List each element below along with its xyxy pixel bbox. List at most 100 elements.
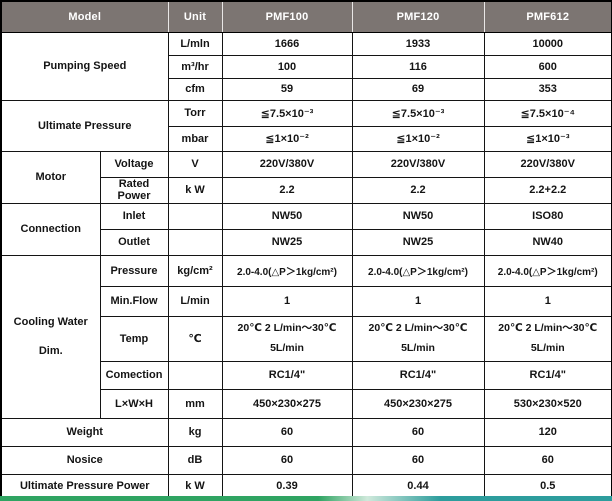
row-group-label-ultimate-pressure: Ultimate Pressure xyxy=(0,99,169,152)
value-cell: 2.0-4.0(△P＞1kg/cm²) xyxy=(483,254,612,287)
value-cell: 10000 xyxy=(483,31,612,56)
value-cell: ≦7.5×10⁻⁴ xyxy=(483,99,612,127)
unit-cell: cfm xyxy=(167,77,223,101)
value-cell: 2.2 xyxy=(221,176,353,204)
value-cell: NW50 xyxy=(221,202,353,230)
table-row: m³/hr 100 116 600 xyxy=(1,54,612,79)
value-cell: 2.0-4.0(△P＞1kg/cm²) xyxy=(351,254,485,287)
value-cell: ≦1×10⁻² xyxy=(351,125,485,152)
unit-cell: L/mln xyxy=(167,31,223,56)
row-sub-label: Pressure xyxy=(99,254,169,287)
row-group-label-connection: Connection xyxy=(0,202,101,256)
unit-cell xyxy=(167,228,223,256)
row-sub-label: Voltage xyxy=(99,150,169,178)
table-row: Rated Power k W 2.2 2.2 2.2+2.2 xyxy=(1,176,612,204)
value-cell: ISO80 xyxy=(483,202,612,230)
value-cell: 69 xyxy=(351,77,485,101)
unit-cell: kg/cm² xyxy=(167,254,223,287)
value-cell: ≦7.5×10⁻³ xyxy=(351,99,485,127)
unit-cell: V xyxy=(167,150,223,178)
value-cell: 60 xyxy=(351,445,485,475)
value-cell: 2.2 xyxy=(351,176,485,204)
row-group-label-weight: Weight xyxy=(0,417,169,447)
row-group-label-pumping-speed: Pumping Speed xyxy=(0,31,169,101)
row-sub-label: L×W×H xyxy=(99,388,169,419)
value-cell: 220V/380V xyxy=(351,150,485,178)
value-cell: ≦1×10⁻³ xyxy=(483,125,612,152)
value-cell: RC1/4" xyxy=(483,360,612,390)
table-row: Ultimate Pressure Torr ≦7.5×10⁻³ ≦7.5×10… xyxy=(0,99,612,152)
unit-cell: ℃ xyxy=(167,315,223,362)
unit-cell: mm xyxy=(167,388,223,419)
unit-cell: m³/hr xyxy=(167,54,223,79)
value-cell: 116 xyxy=(351,54,485,79)
value-cell: NW50 xyxy=(351,202,485,230)
value-cell: 60 xyxy=(221,417,353,447)
value-cell: 60 xyxy=(351,417,485,447)
value-cell: 59 xyxy=(221,77,353,101)
value-cell: 20℃ 2 L/min～30℃ 5L/min xyxy=(351,315,485,362)
column-header-unit: Unit xyxy=(167,0,223,33)
row-sub-label: Temp xyxy=(99,315,169,362)
bottom-color-strip xyxy=(0,496,612,501)
value-cell: ≦7.5×10⁻³ xyxy=(221,99,353,127)
value-cell: NW25 xyxy=(221,228,353,256)
value-cell: 1933 xyxy=(351,31,485,56)
value-cell: 1 xyxy=(221,285,353,317)
row-sub-label: Min.Flow xyxy=(99,285,169,317)
unit-cell xyxy=(167,202,223,230)
row-sub-label: Inlet xyxy=(99,202,169,230)
value-cell: 1 xyxy=(351,285,485,317)
value-cell: 450×230×275 xyxy=(221,388,353,419)
table-row: Cooling Water Dim. Pressure kg/cm² 2.0-4… xyxy=(0,254,612,419)
value-cell: NW40 xyxy=(483,228,612,256)
unit-cell: kg xyxy=(167,417,223,447)
value-cell: 530×230×520 xyxy=(483,388,612,419)
value-cell: 100 xyxy=(221,54,353,79)
value-cell: 220V/380V xyxy=(221,150,353,178)
table-row: Ultimate Pressure Power k W 0.39 0.44 0.… xyxy=(0,473,612,499)
row-sub-label: Comection xyxy=(99,360,169,390)
unit-cell: k W xyxy=(167,176,223,204)
column-header-pmf612: PMF612 xyxy=(483,0,612,33)
table-row: Connection Inlet NW50 NW50 ISO80 xyxy=(0,202,612,256)
value-cell: RC1/4" xyxy=(351,360,485,390)
row-group-label-nosice: Nosice xyxy=(0,445,169,475)
table-row: Nosice dB 60 60 60 xyxy=(0,445,612,475)
unit-cell: k W xyxy=(167,473,223,499)
value-cell: 2.0-4.0(△P＞1kg/cm²) xyxy=(221,254,353,287)
value-cell: 1 xyxy=(483,285,612,317)
value-cell: 60 xyxy=(483,445,612,475)
header-row: Model Unit PMF100 PMF120 PMF612 xyxy=(0,0,612,33)
row-group-label-cooling-water-dim: Cooling Water Dim. xyxy=(0,254,101,419)
value-cell: 353 xyxy=(483,77,612,101)
value-cell: 120 xyxy=(483,417,612,447)
unit-cell: Torr xyxy=(167,99,223,127)
value-cell: 0.44 xyxy=(351,473,485,499)
column-header-pmf120: PMF120 xyxy=(351,0,485,33)
value-cell: 220V/380V xyxy=(483,150,612,178)
value-cell: RC1/4" xyxy=(221,360,353,390)
table-row: Motor Voltage V 220V/380V 220V/380V 220V… xyxy=(0,150,612,204)
unit-cell: L/min xyxy=(167,285,223,317)
column-header-model: Model xyxy=(0,0,169,33)
value-cell: 1666 xyxy=(221,31,353,56)
table-row: Weight kg 60 60 120 xyxy=(0,417,612,447)
value-cell: 2.2+2.2 xyxy=(483,176,612,204)
table-row: Pumping Speed L/mln 1666 1933 10000 xyxy=(0,31,612,101)
table-row: Outlet NW25 NW25 NW40 xyxy=(1,228,612,256)
row-group-label-motor: Motor xyxy=(0,150,101,204)
row-sub-label: Outlet xyxy=(99,228,169,256)
table-row: mbar ≦1×10⁻² ≦1×10⁻² ≦1×10⁻³ xyxy=(1,125,612,152)
row-group-label-ultimate-pressure-power: Ultimate Pressure Power xyxy=(0,473,169,499)
value-cell: 600 xyxy=(483,54,612,79)
value-cell: 450×230×275 xyxy=(351,388,485,419)
value-cell: 20℃ 2 L/min～30℃ 5L/min xyxy=(483,315,612,362)
value-cell: 60 xyxy=(221,445,353,475)
table-row: Temp ℃ 20℃ 2 L/min～30℃ 5L/min 20℃ 2 L/mi… xyxy=(1,315,612,362)
unit-cell xyxy=(167,360,223,390)
column-header-pmf100: PMF100 xyxy=(221,0,353,33)
unit-cell: mbar xyxy=(167,125,223,152)
